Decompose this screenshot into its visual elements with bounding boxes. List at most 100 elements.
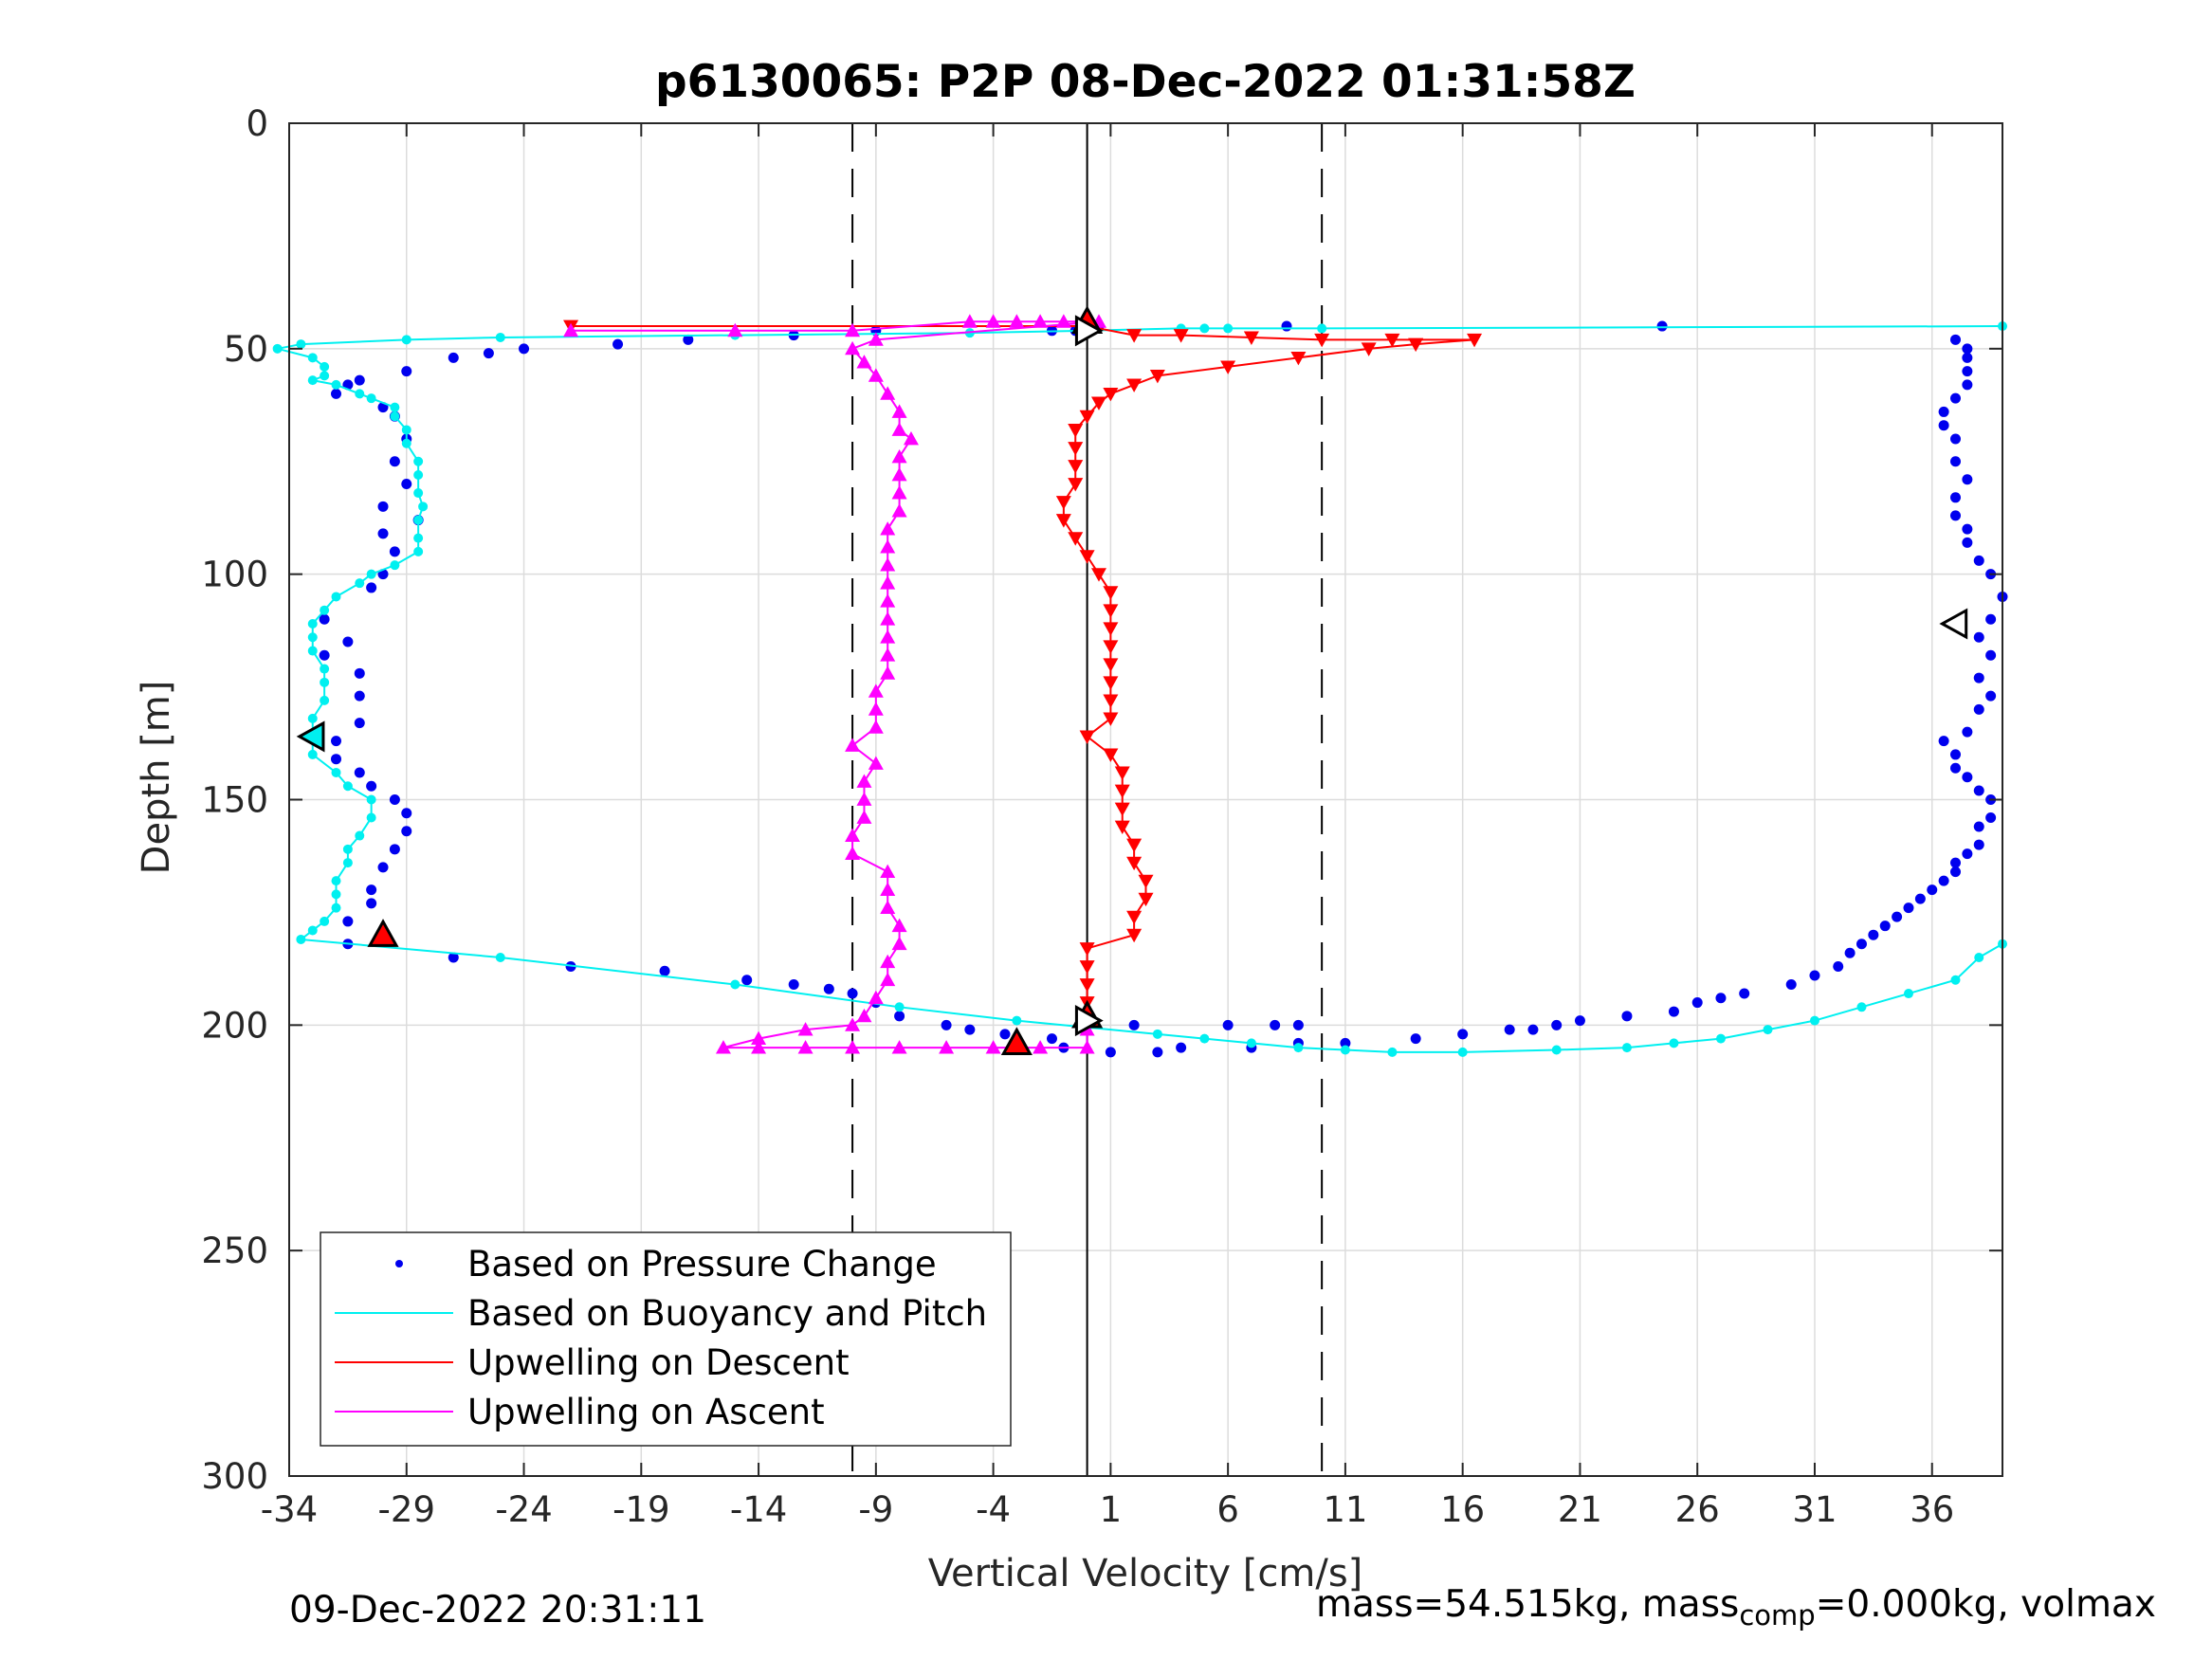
data-point	[296, 339, 306, 350]
data-point	[1068, 442, 1084, 456]
data-point	[354, 690, 365, 702]
data-point	[1669, 1038, 1679, 1048]
data-point	[1574, 1015, 1585, 1027]
data-point	[342, 636, 354, 647]
x-tick-label: 1	[1100, 1489, 1123, 1530]
data-point	[401, 826, 412, 837]
data-point	[1152, 1047, 1163, 1058]
data-point	[1949, 456, 1961, 467]
data-point	[683, 334, 694, 345]
data-point	[418, 501, 429, 512]
data-point	[320, 605, 330, 615]
data-point	[941, 1019, 952, 1030]
data-point	[331, 388, 342, 399]
data-point	[845, 1040, 861, 1054]
data-point	[1317, 323, 1327, 334]
special-marker	[1000, 1027, 1033, 1056]
data-point	[307, 646, 318, 656]
data-point	[366, 582, 377, 593]
data-point	[1985, 613, 1997, 625]
data-point	[880, 900, 896, 915]
data-point	[868, 702, 884, 716]
data-point	[307, 713, 318, 723]
data-point	[659, 965, 670, 976]
reference-lines	[851, 123, 1324, 1476]
series-layer	[272, 314, 2008, 1058]
data-point	[797, 1022, 814, 1036]
footer-mass-tail: =0.000kg, volmax	[1815, 1583, 2156, 1626]
data-point	[1009, 314, 1025, 328]
data-point	[964, 1024, 976, 1035]
data-point	[1949, 334, 1961, 345]
data-point	[1103, 748, 1119, 762]
data-point	[1149, 369, 1165, 384]
data-point	[891, 503, 907, 518]
data-point	[1387, 1047, 1398, 1057]
data-point	[891, 467, 907, 482]
data-point	[331, 736, 342, 747]
data-point	[1090, 396, 1106, 410]
data-point	[1833, 960, 1844, 972]
data-point	[355, 578, 365, 589]
data-point	[390, 560, 400, 571]
data-point	[880, 954, 896, 969]
special-marker	[296, 720, 325, 753]
data-point	[495, 332, 505, 342]
data-point	[891, 404, 907, 418]
data-point	[389, 844, 400, 855]
data-point	[891, 936, 907, 951]
data-point	[880, 629, 896, 644]
data-point	[1246, 1038, 1256, 1048]
data-point	[1949, 433, 1961, 445]
data-point	[320, 916, 330, 926]
data-point	[448, 352, 459, 363]
data-point	[856, 355, 872, 369]
data-point	[985, 1040, 1001, 1054]
legend-label: Based on Pressure Change	[467, 1244, 937, 1285]
data-point	[891, 448, 907, 464]
data-point	[366, 812, 376, 823]
data-point	[1668, 1006, 1679, 1017]
data-point	[1656, 320, 1668, 332]
series-line	[277, 325, 2003, 1053]
data-point	[319, 613, 330, 625]
data-point	[1763, 1025, 1773, 1035]
data-point	[868, 684, 884, 698]
data-point	[1055, 496, 1071, 510]
footer-mass-info: mass=54.515kg, masscomp=0.000kg, volmax	[1316, 1583, 2156, 1632]
data-point	[1223, 323, 1234, 334]
data-point	[1457, 1029, 1469, 1040]
data-point	[1962, 772, 1973, 783]
data-point	[715, 1040, 731, 1054]
data-point	[1962, 379, 1973, 391]
data-point	[1974, 952, 1984, 962]
data-point	[1114, 784, 1130, 798]
data-point	[1949, 749, 1961, 760]
data-point	[1103, 640, 1119, 654]
data-point	[1055, 314, 1071, 328]
data-point	[847, 988, 858, 999]
data-point	[1103, 604, 1119, 618]
legend-swatch	[395, 1260, 403, 1267]
data-point	[1152, 1029, 1162, 1039]
data-point	[1103, 694, 1119, 708]
data-point	[1103, 676, 1119, 690]
series-0	[319, 320, 2008, 1058]
y-axis-ticks: 0 50 100 150 200 250 300	[201, 103, 2002, 1497]
data-point	[401, 366, 412, 377]
data-point	[355, 830, 365, 841]
data-point	[891, 485, 907, 500]
data-point	[366, 569, 376, 579]
special-marker	[367, 919, 399, 947]
data-point	[296, 934, 306, 944]
data-point	[845, 846, 861, 860]
data-point	[845, 1017, 861, 1031]
data-point	[751, 1030, 767, 1046]
data-point	[880, 611, 896, 626]
data-point	[797, 1040, 814, 1054]
data-point	[903, 430, 919, 446]
y-tick-label: 50	[224, 329, 268, 370]
data-point	[1785, 979, 1797, 991]
x-tick-label: -9	[858, 1489, 893, 1530]
data-point	[1938, 736, 1949, 747]
